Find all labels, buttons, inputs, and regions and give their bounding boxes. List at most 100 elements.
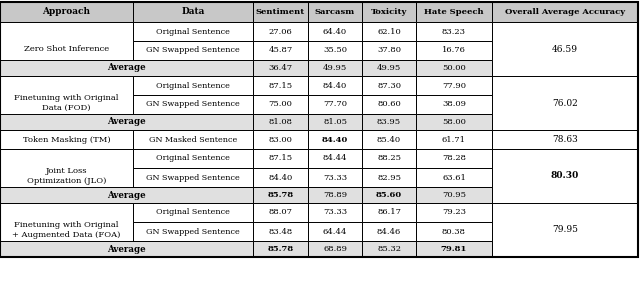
Bar [416,41,492,60]
Text: 76.02: 76.02 [552,98,578,107]
Bar [362,222,416,241]
Text: 80.60: 80.60 [377,101,401,108]
Bar [133,2,253,22]
Bar [308,114,362,130]
Bar [362,114,416,130]
Text: 80.38: 80.38 [442,228,466,235]
Text: 84.44: 84.44 [323,154,348,163]
Text: 84.46: 84.46 [377,228,401,235]
Text: 86.17: 86.17 [377,209,401,216]
Bar [416,95,492,114]
Bar [308,168,362,187]
Text: 77.90: 77.90 [442,82,466,89]
Bar [416,149,492,168]
Bar [362,76,416,95]
Bar [362,203,416,222]
Text: 64.40: 64.40 [323,27,347,36]
Bar [308,22,362,41]
Bar [492,76,638,130]
Bar [492,22,638,76]
Text: Original Sentence: Original Sentence [156,209,230,216]
Bar [492,149,638,203]
Text: 27.06: 27.06 [269,27,292,36]
Bar [253,22,308,41]
Bar [362,95,416,114]
Text: GN Swapped Sentence: GN Swapped Sentence [146,46,240,54]
Text: 64.44: 64.44 [323,228,347,235]
Bar [133,41,253,60]
Text: Average: Average [107,191,146,200]
Bar [133,130,253,149]
Text: Zero Shot Inference: Zero Shot Inference [24,45,109,53]
Bar [362,149,416,168]
Text: Toxicity: Toxicity [371,8,407,16]
Text: Original Sentence: Original Sentence [156,27,230,36]
Bar [416,76,492,95]
Bar [253,76,308,95]
Bar [416,130,492,149]
Text: GN Swapped Sentence: GN Swapped Sentence [146,101,240,108]
Text: GN Swapped Sentence: GN Swapped Sentence [146,228,240,235]
Bar [416,168,492,187]
Bar [0,60,253,76]
Text: 78.89: 78.89 [323,191,347,199]
Text: 61.71: 61.71 [442,135,466,144]
Text: Token Masking (TM): Token Masking (TM) [22,135,110,144]
Text: Approach: Approach [42,8,90,17]
Bar [492,203,638,257]
Bar [416,222,492,241]
Text: Original Sentence: Original Sentence [156,82,230,89]
Bar [253,168,308,187]
Text: Finetuning with Original
+ Augmented Data (FOA): Finetuning with Original + Augmented Dat… [12,222,121,239]
Bar [416,60,492,76]
Bar [416,187,492,203]
Text: 85.60: 85.60 [376,191,402,199]
Bar [253,222,308,241]
Bar [253,187,308,203]
Bar [362,130,416,149]
Bar [133,203,253,222]
Text: Overall Average Accuracy: Overall Average Accuracy [505,8,625,16]
Text: 84.40: 84.40 [322,135,348,144]
Text: 88.25: 88.25 [377,154,401,163]
Bar [0,203,133,257]
Bar [0,22,133,76]
Bar [308,130,362,149]
Bar [0,114,253,130]
Text: 87.30: 87.30 [377,82,401,89]
Bar [362,241,416,257]
Text: Average: Average [107,117,146,126]
Text: 58.00: 58.00 [442,118,466,126]
Text: GN Swapped Sentence: GN Swapped Sentence [146,173,240,182]
Text: 85.78: 85.78 [268,245,294,253]
Bar [416,2,492,22]
Text: 70.95: 70.95 [442,191,466,199]
Text: 83.95: 83.95 [377,118,401,126]
Bar [308,41,362,60]
Text: 85.32: 85.32 [377,245,401,253]
Bar [416,114,492,130]
Bar [362,2,416,22]
Text: 45.87: 45.87 [268,46,292,54]
Text: 38.09: 38.09 [442,101,466,108]
Text: 83.48: 83.48 [268,228,292,235]
Text: 78.63: 78.63 [552,135,578,144]
Bar [133,149,253,168]
Bar [0,2,133,22]
Bar [362,187,416,203]
Bar [0,187,253,203]
Bar [253,241,308,257]
Text: 49.95: 49.95 [323,64,347,72]
Bar [0,241,253,257]
Bar [133,168,253,187]
Bar [253,114,308,130]
Text: 73.33: 73.33 [323,173,347,182]
Text: Data: Data [181,8,205,17]
Text: 16.76: 16.76 [442,46,466,54]
Bar [0,2,638,257]
Bar [416,22,492,41]
Bar [253,149,308,168]
Text: 75.00: 75.00 [269,101,292,108]
Bar [133,222,253,241]
Text: 36.47: 36.47 [268,64,292,72]
